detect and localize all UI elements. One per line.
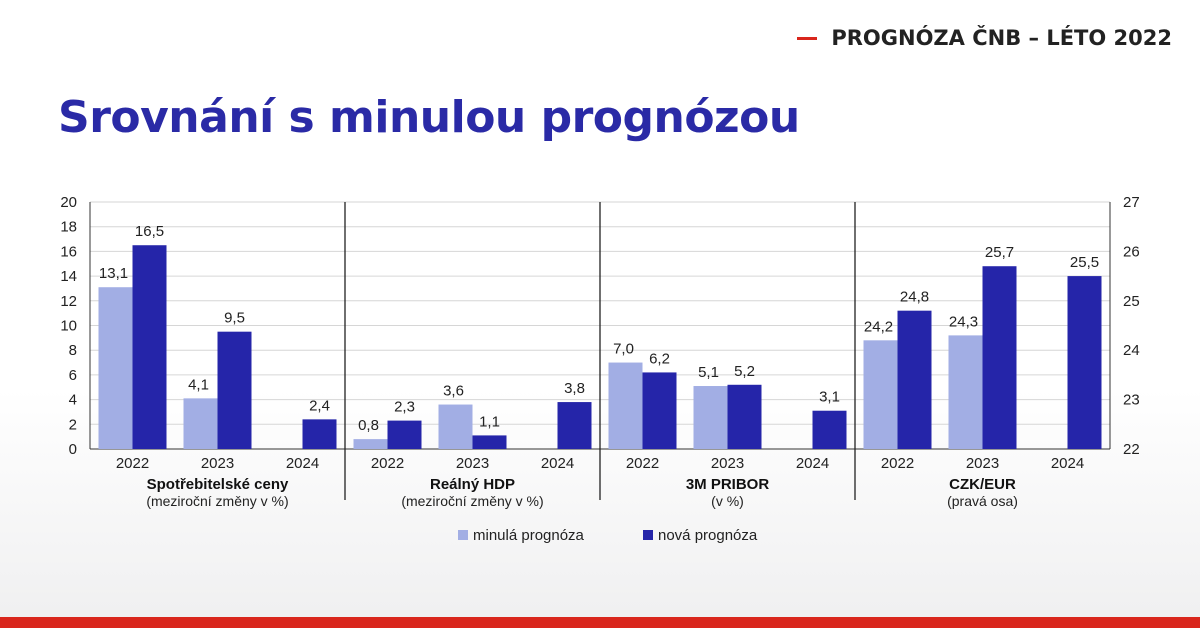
data-label-previous: 4,1 xyxy=(188,376,209,393)
bar-new-forecast xyxy=(132,245,167,449)
legend-swatch-new xyxy=(643,530,653,540)
data-label-new: 24,8 xyxy=(900,289,929,306)
x-axis-category-label: 2022 xyxy=(881,455,914,472)
data-label-previous: 24,2 xyxy=(864,318,893,335)
data-label-previous: 0,8 xyxy=(358,417,379,434)
legend-swatch-previous xyxy=(458,530,468,540)
bar-previous-forecast xyxy=(353,439,388,449)
bar-new-forecast xyxy=(812,410,847,449)
header-dash xyxy=(797,36,818,40)
bar-new-forecast xyxy=(217,331,252,449)
left-axis-tick-label: 14 xyxy=(60,268,77,285)
left-axis-tick-label: 6 xyxy=(69,367,77,384)
bar-new-forecast xyxy=(727,384,762,449)
left-axis-tick-label: 10 xyxy=(60,318,77,335)
group-subtitle: (pravá osa) xyxy=(947,493,1018,509)
footer-band xyxy=(0,617,1200,628)
right-axis-tick-label: 27 xyxy=(1123,194,1140,211)
bar-new-forecast xyxy=(897,310,932,449)
group-subtitle: (meziroční změny v %) xyxy=(146,493,288,509)
x-axis-category-label: 2022 xyxy=(371,455,404,472)
data-label-previous: 7,0 xyxy=(613,341,634,358)
legend-label-new: nová prognóza xyxy=(658,527,758,544)
left-axis-tick-label: 2 xyxy=(69,416,77,433)
group-subtitle: (meziroční změny v %) xyxy=(401,493,543,509)
x-axis-category-label: 2023 xyxy=(966,455,999,472)
data-label-previous: 5,1 xyxy=(698,364,719,381)
right-axis-tick-label: 23 xyxy=(1123,392,1140,409)
right-axis-tick-label: 26 xyxy=(1123,243,1140,260)
group-title: CZK/EUR xyxy=(949,476,1016,493)
legend-label-previous: minulá prognóza xyxy=(473,527,585,544)
x-axis-category-label: 2024 xyxy=(286,455,319,472)
left-axis-tick-label: 4 xyxy=(69,392,77,409)
bar-new-forecast xyxy=(982,266,1017,449)
left-axis-tick-label: 12 xyxy=(60,293,77,310)
right-axis-tick-label: 25 xyxy=(1123,293,1140,310)
left-axis-tick-label: 0 xyxy=(69,441,77,458)
bar-previous-forecast xyxy=(183,398,218,449)
group-title: Reálný HDP xyxy=(430,476,515,493)
data-label-new: 5,2 xyxy=(734,363,755,380)
group-subtitle: (v %) xyxy=(711,493,744,509)
x-axis-category-label: 2023 xyxy=(711,455,744,472)
right-axis-tick-label: 22 xyxy=(1123,441,1140,458)
data-label-new: 6,2 xyxy=(649,350,670,367)
bar-previous-forecast xyxy=(98,287,133,449)
bar-previous-forecast xyxy=(948,335,983,449)
bar-new-forecast xyxy=(642,372,677,449)
x-axis-category-label: 2022 xyxy=(116,455,149,472)
bar-new-forecast xyxy=(387,420,422,449)
left-axis-tick-label: 8 xyxy=(69,342,77,359)
left-axis-tick-label: 20 xyxy=(60,194,77,211)
data-label-new: 3,8 xyxy=(564,380,585,397)
x-axis-category-label: 2024 xyxy=(541,455,574,472)
left-axis-tick-label: 18 xyxy=(60,219,77,236)
x-axis-category-label: 2023 xyxy=(201,455,234,472)
data-label-new: 25,5 xyxy=(1070,254,1099,271)
data-label-new: 2,4 xyxy=(309,397,330,414)
group-title: Spotřebitelské ceny xyxy=(147,476,289,493)
left-axis-tick-label: 16 xyxy=(60,243,77,260)
right-axis-tick-label: 24 xyxy=(1123,342,1140,359)
data-label-previous: 24,3 xyxy=(949,313,978,330)
bar-previous-forecast xyxy=(863,340,898,449)
group-title: 3M PRIBOR xyxy=(686,476,770,493)
data-label-previous: 3,6 xyxy=(443,383,464,400)
data-label-new: 2,3 xyxy=(394,399,415,416)
data-label-new: 1,1 xyxy=(479,413,500,430)
data-label-new: 16,5 xyxy=(135,223,164,240)
data-label-new: 25,7 xyxy=(985,244,1014,261)
data-label-previous: 13,1 xyxy=(99,265,128,282)
data-label-new: 9,5 xyxy=(224,310,245,327)
header-tag: PROGNÓZA ČNB – LÉTO 2022 xyxy=(797,26,1172,50)
bar-new-forecast xyxy=(557,402,592,449)
bar-new-forecast xyxy=(1067,276,1102,449)
header-tag-text: PROGNÓZA ČNB – LÉTO 2022 xyxy=(831,26,1172,50)
data-label-new: 3,1 xyxy=(819,389,840,406)
x-axis-category-label: 2024 xyxy=(796,455,829,472)
bar-previous-forecast xyxy=(438,404,473,449)
page-title: Srovnání s minulou prognózou xyxy=(58,92,800,143)
x-axis-category-label: 2023 xyxy=(456,455,489,472)
bar-new-forecast xyxy=(302,419,337,449)
bar-previous-forecast xyxy=(693,386,728,449)
x-axis-category-label: 2022 xyxy=(626,455,659,472)
bar-previous-forecast xyxy=(608,362,643,449)
x-axis-category-label: 2024 xyxy=(1051,455,1084,472)
bar-new-forecast xyxy=(472,435,507,449)
